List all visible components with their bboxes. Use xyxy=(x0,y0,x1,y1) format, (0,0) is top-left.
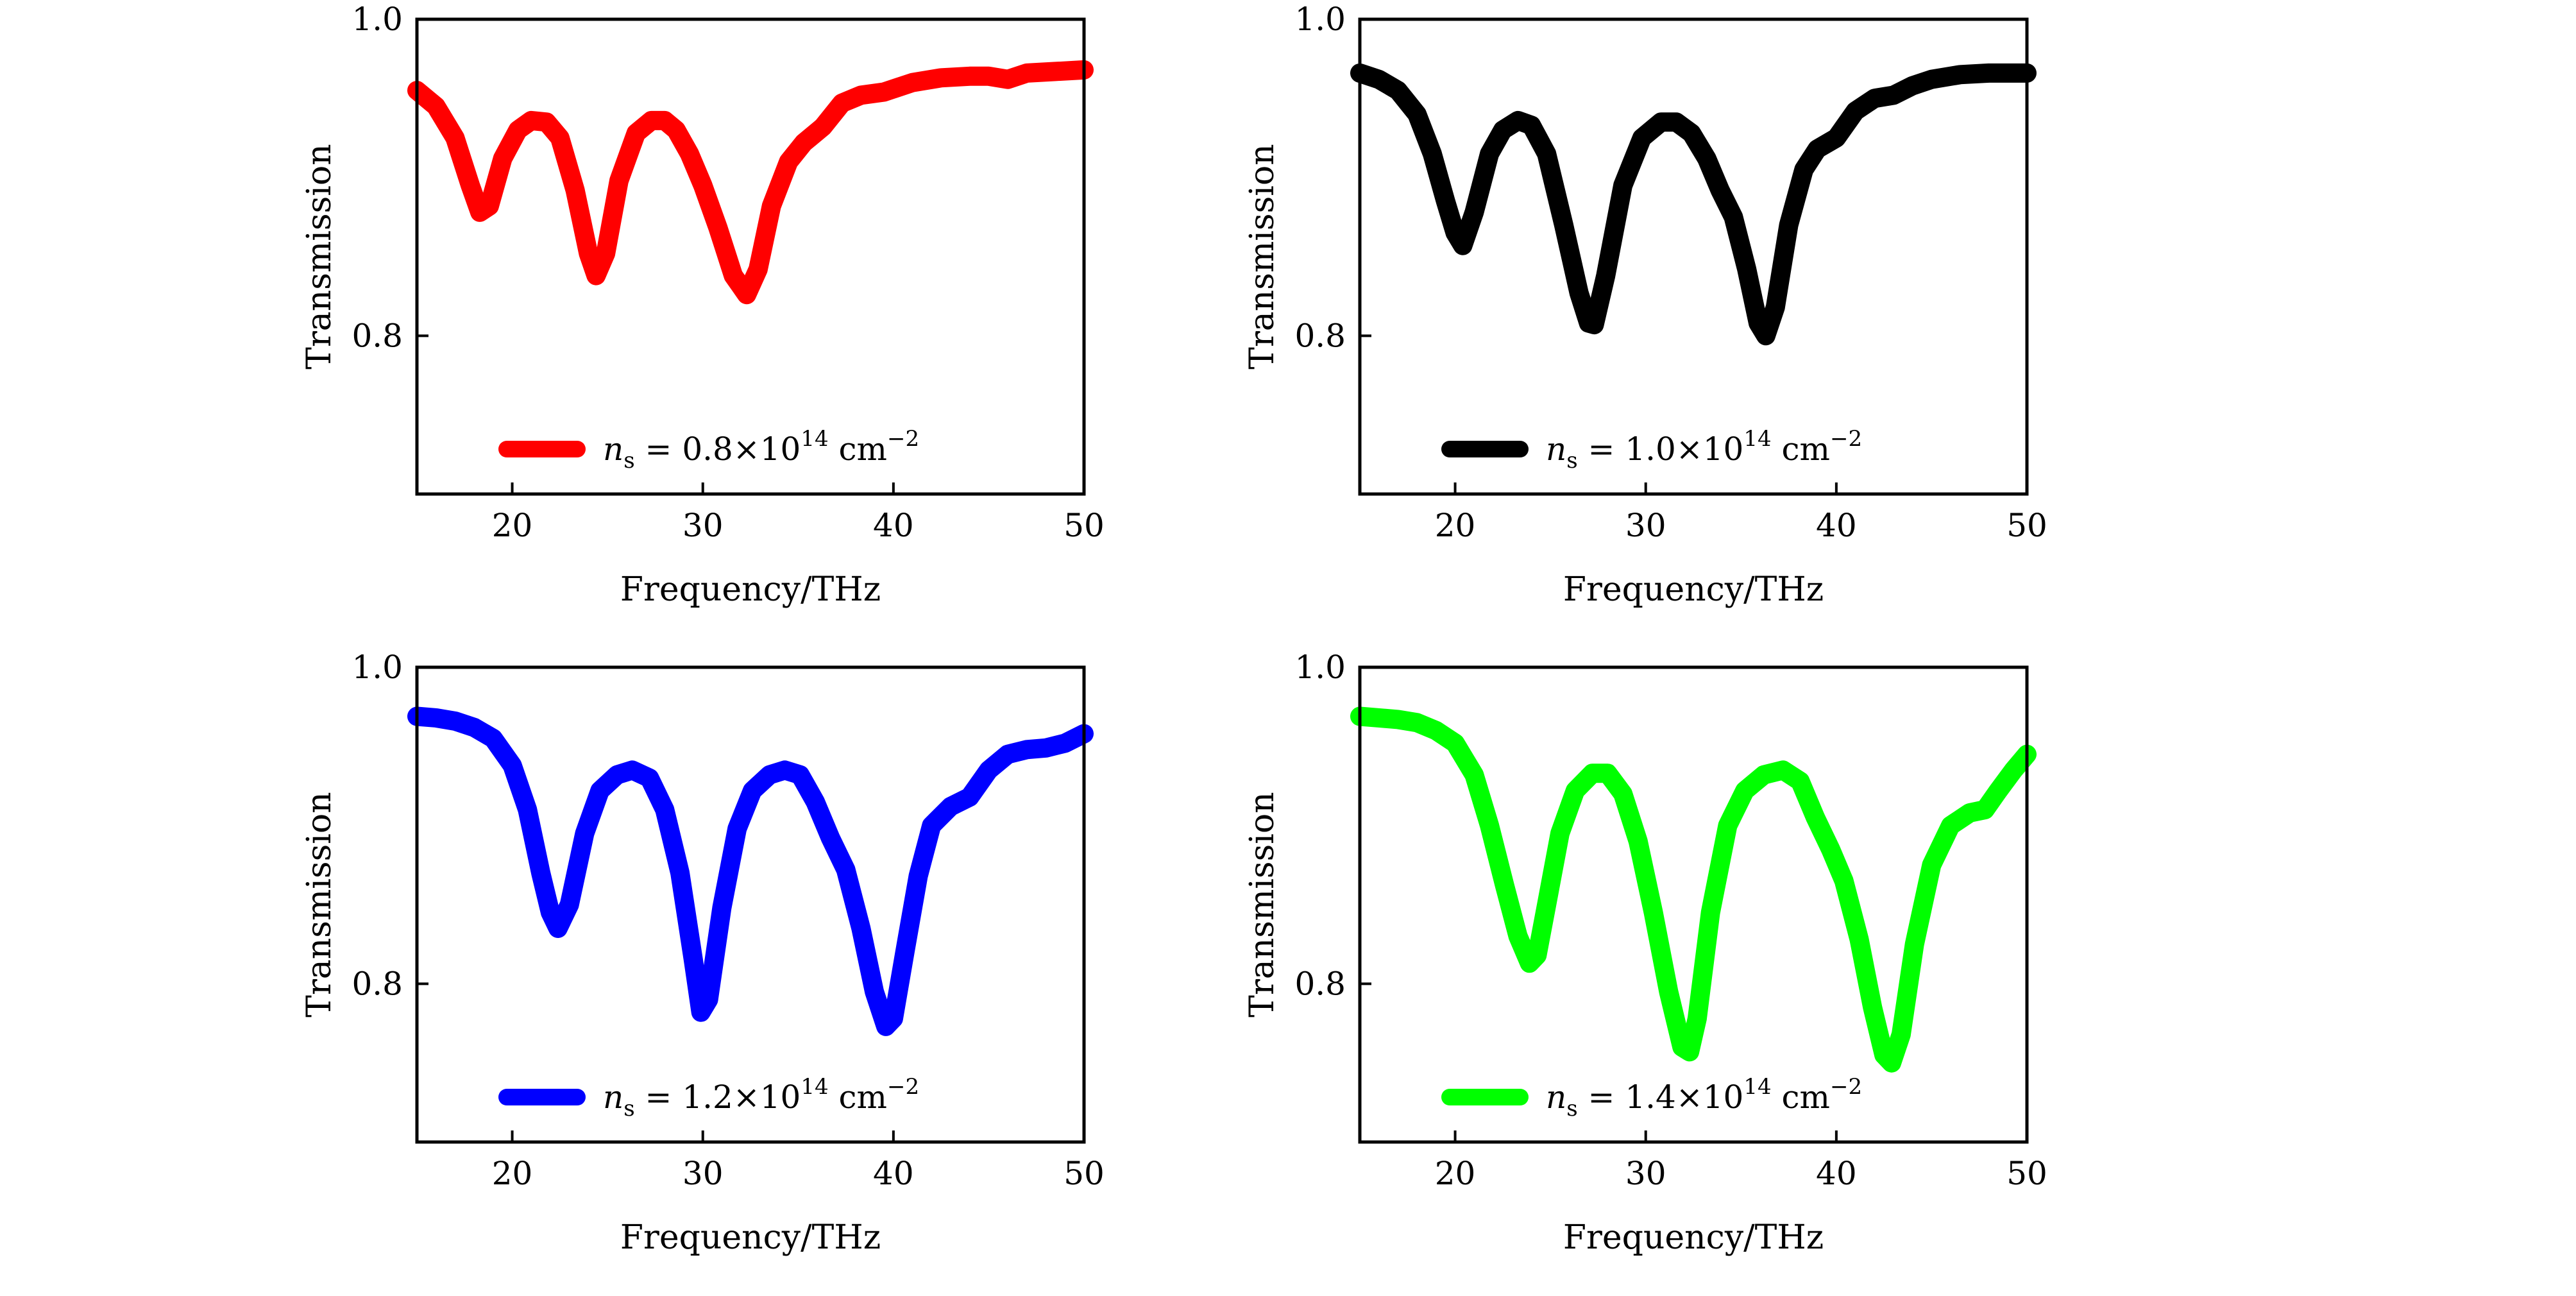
legend: ns = 0.8×1014 cm−2 xyxy=(498,426,919,473)
legend-text-part: s xyxy=(623,448,634,473)
legend-text-part: −2 xyxy=(887,426,919,452)
x-axis-label: Frequency/THz xyxy=(1563,570,1824,609)
axes-frame xyxy=(415,665,1086,1144)
series-line xyxy=(1350,63,2037,346)
x-tick-label: 40 xyxy=(1816,1155,1857,1192)
plot-area: 20 30 40 50 0.8 1.0 Frequency/THz Transmission n… xyxy=(1243,1,2047,609)
y-tick-label: 1.0 xyxy=(1294,1,1346,38)
legend-text-part: 14 xyxy=(1743,426,1771,452)
y-tick-label: 0.8 xyxy=(1294,317,1346,354)
legend: ns = 1.4×1014 cm−2 xyxy=(1441,1074,1862,1121)
x-tick-label: 40 xyxy=(873,1155,914,1192)
y-tick-label: 1.0 xyxy=(352,649,403,686)
legend-text-part: = 1.2×10 xyxy=(635,1079,801,1116)
legend-text-part: n xyxy=(603,431,623,468)
legend-text-part: = 0.8×10 xyxy=(635,431,801,468)
legend-label: ns = 1.4×1014 cm−2 xyxy=(1546,1074,1862,1121)
legend-text-part: n xyxy=(1546,1079,1566,1116)
y-axis-label: Transmission xyxy=(1243,792,1282,1017)
chart-panel: 20 30 40 50 0.8 1.0 Frequency/THz Transmission n… xyxy=(300,649,1105,1257)
x-axis-label: Frequency/THz xyxy=(1563,1218,1824,1257)
x-tick-label: 20 xyxy=(1435,507,1476,544)
y-tick-label: 1.0 xyxy=(352,1,403,38)
legend-text-part: 14 xyxy=(1743,1074,1771,1100)
legend-text-part: −2 xyxy=(887,1074,919,1100)
legend-text-part: = 1.4×10 xyxy=(1578,1079,1744,1116)
plot-area: 20 30 40 50 0.8 1.0 Frequency/THz Transmission n… xyxy=(1243,649,2047,1257)
y-axis-label: Transmission xyxy=(300,792,339,1017)
x-tick-label: 30 xyxy=(1625,507,1666,544)
legend-text-part: = 1.0×10 xyxy=(1578,431,1744,468)
x-tick-label: 40 xyxy=(1816,507,1857,544)
y-tick-label: 0.8 xyxy=(352,317,403,354)
legend-text-part: cm xyxy=(1772,1079,1830,1116)
series-line xyxy=(1350,706,2037,1073)
axes-frame xyxy=(1358,17,2029,496)
legend-text-part: s xyxy=(1566,1096,1577,1121)
chart-panel: 20 30 40 50 0.8 1.0 Frequency/THz Transmission n… xyxy=(1243,1,2047,609)
legend-text-part: cm xyxy=(1772,431,1830,468)
y-tick-label: 1.0 xyxy=(1294,649,1346,686)
legend-text-part: −2 xyxy=(1830,426,1862,452)
x-axis-label: Frequency/THz xyxy=(620,1218,881,1257)
legend-text-part: 14 xyxy=(801,426,828,452)
x-tick-label: 40 xyxy=(873,507,914,544)
y-tick-label: 0.8 xyxy=(352,965,403,1002)
legend-text-part: n xyxy=(1546,431,1566,468)
x-tick-label: 50 xyxy=(1063,1155,1105,1192)
legend-text-part: cm xyxy=(829,1079,887,1116)
legend-text-part: s xyxy=(623,1096,634,1121)
legend-text-part: s xyxy=(1566,448,1577,473)
legend-text-part: 14 xyxy=(801,1074,828,1100)
y-axis-label: Transmission xyxy=(300,144,339,369)
series-line xyxy=(407,60,1094,305)
chart-panel: 20 30 40 50 0.8 1.0 Frequency/THz Transmission n… xyxy=(300,1,1105,609)
legend: ns = 1.2×1014 cm−2 xyxy=(498,1074,919,1121)
x-tick-label: 20 xyxy=(1435,1155,1476,1192)
chart-panel: 20 30 40 50 0.8 1.0 Frequency/THz Transmission n… xyxy=(1243,649,2047,1257)
x-tick-label: 20 xyxy=(492,507,533,544)
legend-text-part: n xyxy=(603,1079,623,1116)
legend-text-part: −2 xyxy=(1830,1074,1862,1100)
y-axis-label: Transmission xyxy=(1243,144,1282,369)
legend-label: ns = 1.2×1014 cm−2 xyxy=(603,1074,919,1121)
legend-label: ns = 1.0×1014 cm−2 xyxy=(1546,426,1862,473)
y-tick-label: 0.8 xyxy=(1294,965,1346,1002)
x-tick-label: 50 xyxy=(1063,507,1105,544)
axes-frame xyxy=(1358,665,2029,1144)
x-tick-label: 20 xyxy=(492,1155,533,1192)
x-tick-label: 30 xyxy=(682,507,724,544)
x-tick-label: 30 xyxy=(1625,1155,1666,1192)
x-tick-label: 50 xyxy=(2006,1155,2047,1192)
legend: ns = 1.0×1014 cm−2 xyxy=(1441,426,1862,473)
x-tick-label: 50 xyxy=(2006,507,2047,544)
legend-text-part: cm xyxy=(829,431,887,468)
axes-frame xyxy=(415,17,1086,496)
plot-area: 20 30 40 50 0.8 1.0 Frequency/THz Transmission n… xyxy=(300,649,1105,1257)
plot-area: 20 30 40 50 0.8 1.0 Frequency/THz Transmission n… xyxy=(300,1,1105,609)
x-tick-label: 30 xyxy=(682,1155,724,1192)
legend-label: ns = 0.8×1014 cm−2 xyxy=(603,426,919,473)
series-line xyxy=(407,706,1094,1036)
x-axis-label: Frequency/THz xyxy=(620,570,881,609)
